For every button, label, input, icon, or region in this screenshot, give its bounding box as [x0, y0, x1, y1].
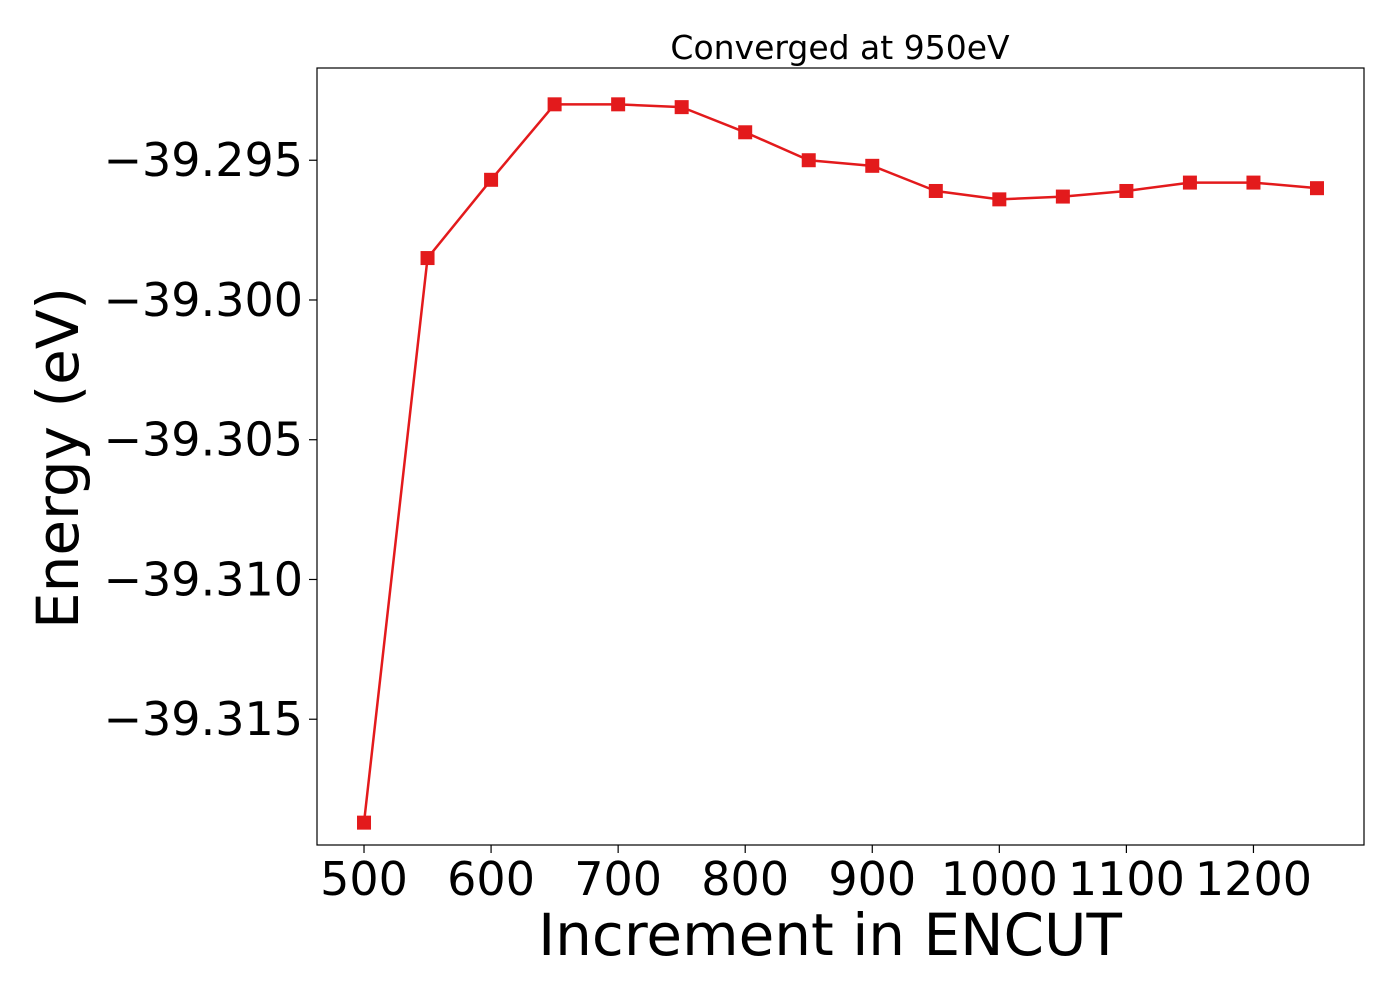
data-point-marker: [547, 97, 562, 112]
series-line: [362, 103, 1318, 823]
y-tick-label: −39.310: [104, 552, 304, 606]
data-point-marker: [357, 815, 372, 830]
data-point-marker: [928, 183, 943, 198]
x-axis-label: Increment in ENCUT: [538, 901, 1122, 969]
data-point-marker: [484, 172, 499, 187]
ticks-layer: 500 600 700 800 900 1000 1100 1200 −39.295 −39.30…: [104, 133, 1312, 906]
x-tick-label: 1200: [1195, 852, 1312, 906]
y-axis-label: Energy (eV): [24, 287, 92, 629]
x-tick-label: 800: [701, 852, 789, 906]
y-tick-label: −39.295: [104, 133, 304, 187]
data-point-marker: [1182, 175, 1197, 190]
x-tick-label: 600: [447, 852, 535, 906]
data-point-marker: [992, 192, 1007, 207]
x-tick-label: 1000: [941, 852, 1058, 906]
y-tick-label: −39.305: [104, 413, 304, 467]
data-point-marker: [1119, 183, 1134, 198]
data-point-marker: [674, 100, 689, 115]
chart-title: Converged at 950eV: [670, 28, 1010, 67]
y-tick-label: −39.300: [104, 273, 304, 327]
data-point-marker: [1055, 189, 1070, 204]
x-tick-label: 1100: [1068, 852, 1185, 906]
data-point-marker: [1309, 181, 1324, 196]
x-tick-label: 700: [574, 852, 662, 906]
x-tick-label: 900: [828, 852, 916, 906]
data-point-marker: [420, 251, 435, 266]
data-point-marker: [611, 97, 626, 112]
data-point-marker: [801, 153, 816, 168]
data-point-marker: [865, 158, 880, 173]
data-point-marker: [738, 125, 753, 140]
y-tick-label: −39.315: [104, 692, 304, 746]
series-layer: [357, 97, 1324, 830]
data-point-marker: [1246, 175, 1261, 190]
x-tick-label: 500: [320, 852, 408, 906]
plot-area-frame: [316, 67, 1365, 846]
